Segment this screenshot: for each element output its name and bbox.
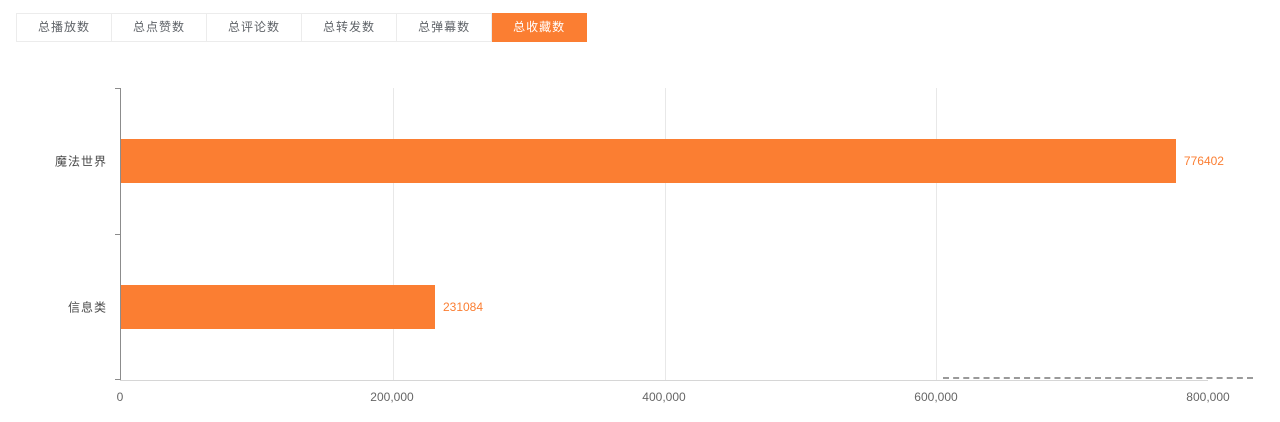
x-axis-labels: 0 200,000 400,000 600,000 800,000 — [116, 390, 1230, 406]
y-axis-tick — [115, 234, 121, 235]
tab-total-danmaku[interactable]: 总弹幕数 — [397, 13, 493, 42]
bar-chart: 魔法世界 776402 信息类 231084 0 200,000 400,000… — [0, 60, 1280, 422]
y-axis-tick — [115, 379, 121, 380]
x-tick-label: 0 — [116, 390, 124, 404]
bar-series-0: 776402 — [121, 139, 1224, 183]
bar-value-label: 776402 — [1183, 154, 1224, 168]
tab-total-likes[interactable]: 总点赞数 — [112, 13, 208, 42]
gridline-400k — [664, 88, 666, 380]
tab-total-comments[interactable]: 总评论数 — [207, 13, 303, 42]
tab-total-shares[interactable]: 总转发数 — [302, 13, 398, 42]
gridline-200k — [392, 88, 394, 380]
bar-series-1: 231084 — [121, 285, 483, 329]
x-axis-line — [120, 380, 1208, 381]
tab-total-plays[interactable]: 总播放数 — [16, 13, 113, 42]
chart-row: 信息类 231084 — [68, 234, 1208, 380]
chart-row: 魔法世界 776402 — [55, 88, 1224, 234]
x-tick-label: 400,000 — [642, 390, 686, 404]
y-axis-tick — [115, 88, 121, 89]
gridline-600k — [936, 88, 938, 380]
tab-total-favorites[interactable]: 总收藏数 — [492, 13, 588, 42]
x-tick-label: 800,000 — [1186, 390, 1230, 404]
plot-area: 魔法世界 776402 信息类 231084 — [55, 88, 1224, 380]
bar-value-label: 231084 — [442, 300, 484, 314]
category-label: 魔法世界 — [54, 154, 107, 169]
x-tick-label: 200,000 — [370, 390, 414, 404]
x-tick-label: 600,000 — [914, 390, 958, 404]
category-label: 信息类 — [67, 300, 107, 315]
tab-bar: 总播放数 总点赞数 总评论数 总转发数 总弹幕数 总收藏数 — [16, 13, 588, 42]
